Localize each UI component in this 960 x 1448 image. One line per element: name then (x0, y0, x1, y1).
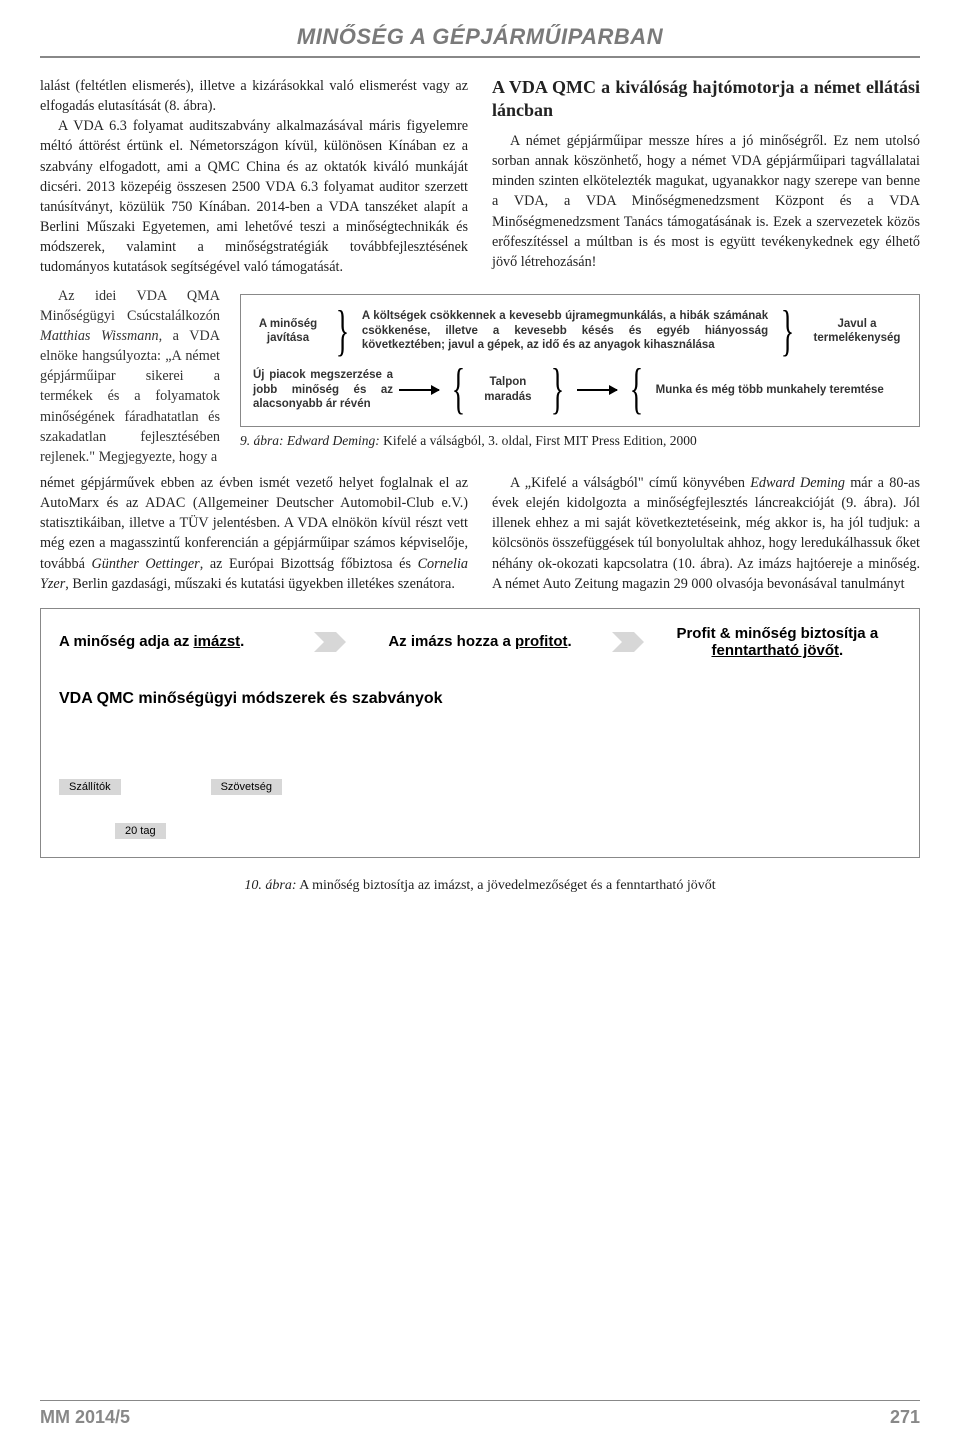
fig9-cap-a: 9. ábra: Edward Deming: (240, 433, 380, 448)
right-h2: A VDA QMC a kiválóság hajtómotorja a ném… (492, 76, 920, 121)
l4b: Günther Oettinger (91, 556, 199, 572)
diagram9: A minőség javítása } A költségek csökken… (240, 294, 920, 428)
c1c: . (240, 633, 244, 650)
narrow-p-a: Az idei VDA QMA Minőségügyi Csúcstalálko… (40, 288, 220, 324)
page-footer: MM 2014/5 271 (40, 1400, 920, 1428)
f10a: 10. ábra: (244, 878, 296, 893)
narrow-p: Az idei VDA QMA Minőségügyi Csúcstalálko… (40, 286, 220, 467)
c2c: . (568, 633, 572, 650)
top-columns: lalást (feltétlen elismerés), illetve a … (40, 76, 920, 278)
d10-tag1: Szállítók (59, 779, 121, 795)
d10-tag2: Szövetség (211, 779, 282, 795)
page-header: MINŐSÉG A GÉPJÁRMŰIPARBAN (40, 24, 920, 58)
d9-box-f: Munka és még több munkahely teremtése (656, 383, 907, 397)
left-column: lalást (feltétlen elismerés), illetve a … (40, 76, 468, 278)
brace-icon: { (452, 367, 465, 412)
d9-box-e: Talpon maradás (478, 375, 538, 404)
c3c: . (839, 642, 843, 659)
d9-box-b: A költségek csökkennek a kevesebb újrame… (362, 309, 768, 352)
chevron-icon (314, 628, 348, 656)
d9-row2: Új piacok megszerzése a jobb minőség és … (253, 367, 907, 412)
bottom-columns: német gépjárművek ebben az évben ismét v… (40, 473, 920, 594)
right-col-2: A „Kifelé a válságból" című könyvében Ed… (492, 473, 920, 594)
c2a: Az imázs hozza a (388, 633, 515, 650)
brace-icon: { (630, 367, 643, 412)
arrow-icon (399, 389, 439, 391)
left-col-2: német gépjárművek ebben az évben ismét v… (40, 473, 468, 594)
right-p2: A „Kifelé a válságból" című könyvében Ed… (492, 473, 920, 594)
narrow-left: Az idei VDA QMA Minőségügyi Csúcstalálko… (40, 286, 220, 467)
chevron-icon (612, 628, 646, 656)
d9-box-a: A minőség javítása (253, 317, 323, 346)
c1b: imázst (193, 633, 240, 650)
narrow-p-c: , a VDA elnöke hangsúlyozta: „A német gé… (40, 328, 220, 465)
d10-mid: VDA QMC minőségügyi módszerek és szabván… (59, 689, 901, 709)
brace-icon: } (781, 309, 794, 354)
right-column: A VDA QMC a kiválóság hajtómotorja a ném… (492, 76, 920, 278)
d9-row1: A minőség javítása } A költségek csökken… (253, 309, 907, 354)
left-p4: német gépjárművek ebben az évben ismét v… (40, 473, 468, 594)
footer-left: MM 2014/5 (40, 1407, 130, 1428)
left-p2: A VDA 6.3 folyamat auditszabvány alkalma… (40, 116, 468, 277)
l4c: , az Európai Bizottság főbiztosa és (200, 556, 418, 572)
d10-top-row: A minőség adja az imázst. Az imázs hozza… (59, 625, 901, 659)
c3b: fenntartható jövőt (711, 642, 839, 659)
brace-icon: } (336, 309, 349, 354)
fig10-caption: 10. ábra: A minőség biztosítja az imázst… (40, 878, 920, 894)
c1a: A minőség adja az (59, 633, 193, 650)
footer-right: 271 (890, 1407, 920, 1428)
d9-box-c: Javul a termelékenység (807, 317, 907, 346)
narrow-p-b: Matthias Wissmann (40, 328, 159, 344)
fig9-cap-b: Kifelé a válságból, 3. oldal, First MIT … (380, 433, 697, 448)
brace-icon: } (551, 367, 564, 412)
fig9-caption: 9. ábra: Edward Deming: Kifelé a válságb… (240, 433, 920, 449)
d10-cell2: Az imázs hozza a profitot. (356, 633, 603, 650)
l4e: , Berlin gazdasági, műszaki és kutatási … (65, 576, 455, 592)
c3a: Profit & minőség biztosítja a (676, 625, 878, 642)
diagram10: A minőség adja az imázst. Az imázs hozza… (40, 608, 920, 858)
r2b: Edward Deming (750, 475, 845, 491)
d10-cell3: Profit & minőség biztosítja a fenntartha… (654, 625, 901, 659)
right-p1: A német gépjárműipar messze híres a jó m… (492, 131, 920, 272)
diagram10-wrap: A minőség adja az imázst. Az imázs hozza… (40, 608, 920, 894)
r2c: már a 80-as évek elején kidolgozta a min… (492, 475, 920, 592)
header-title: MINŐSÉG A GÉPJÁRMŰIPARBAN (40, 24, 920, 50)
r2a: A „Kifelé a válságból" című könyvében (510, 475, 750, 491)
c2b: profitot (515, 633, 567, 650)
arrow-icon (577, 389, 617, 391)
left-p1: lalást (feltétlen elismerés), illetve a … (40, 76, 468, 116)
d10-tags: Szállítók Szövetség (59, 779, 901, 795)
d10-tag3: 20 tag (115, 823, 166, 839)
d10-cell1: A minőség adja az imázst. (59, 633, 306, 650)
f10b: A minőség biztosítja az imázst, a jövede… (297, 878, 716, 893)
diagram9-row: Az idei VDA QMA Minőségügyi Csúcstalálko… (40, 286, 920, 467)
d9-box-d: Új piacok megszerzése a jobb minőség és … (253, 368, 393, 411)
diagram9-wrap: A minőség javítása } A költségek csökken… (240, 294, 920, 450)
